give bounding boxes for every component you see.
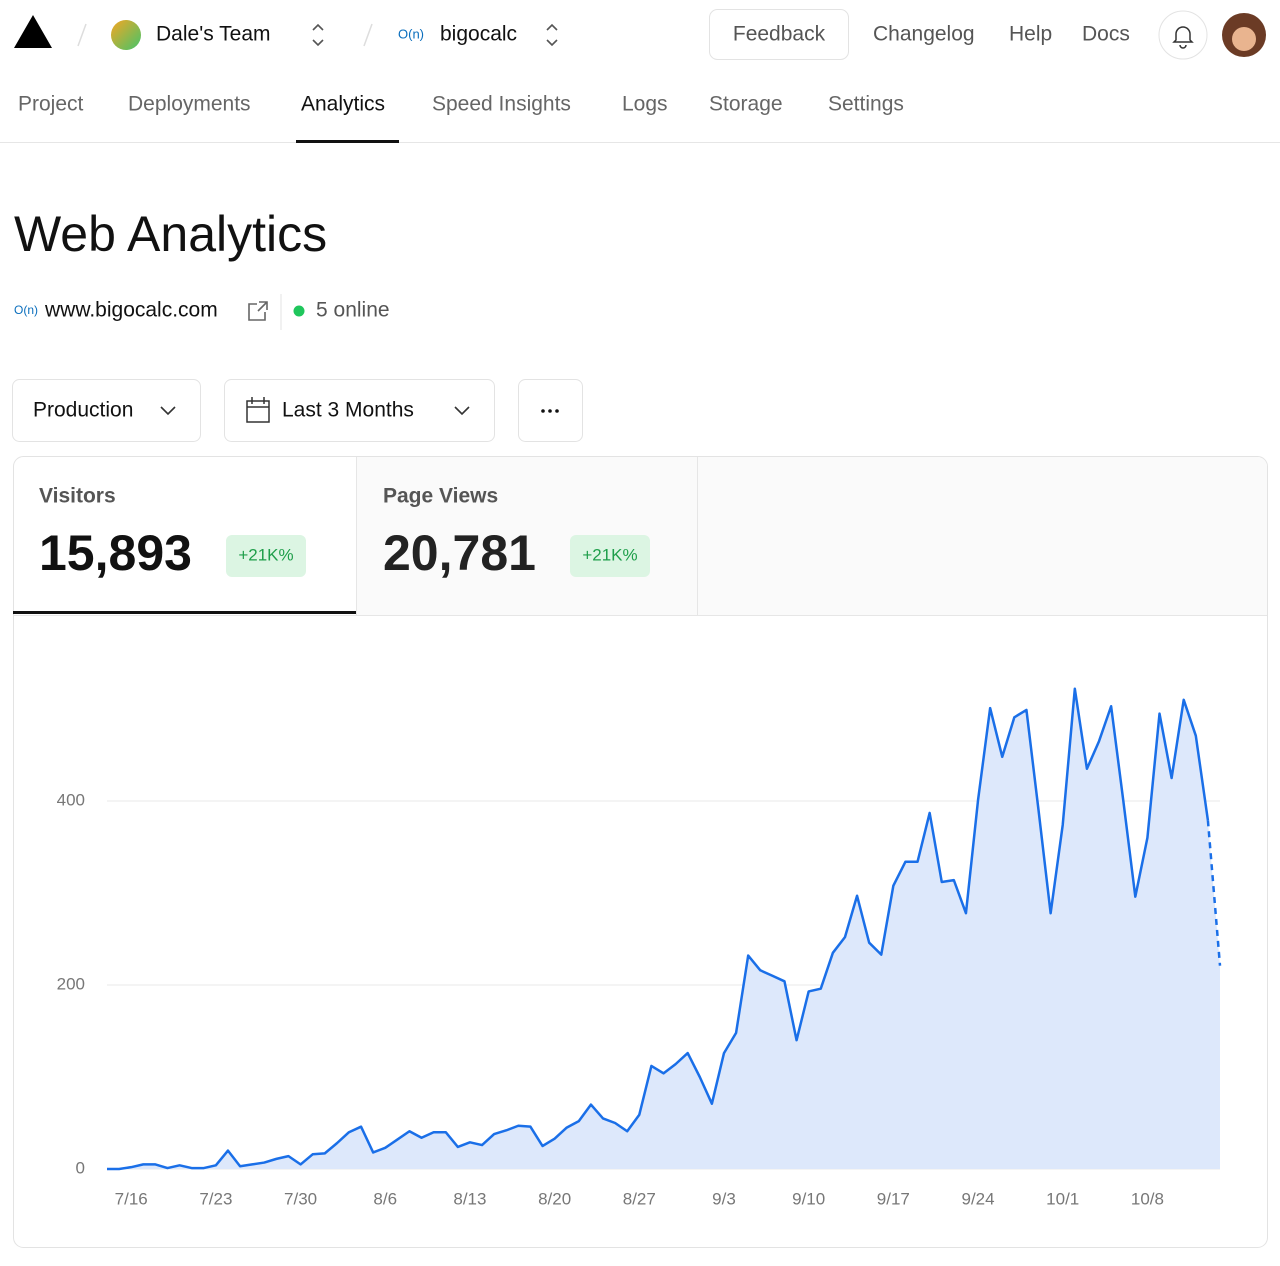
tab[interactable]: Project (18, 93, 84, 116)
metric-value: 15,893 (39, 525, 192, 581)
x-tick-label: 8/13 (453, 1189, 486, 1208)
bell-icon (1172, 26, 1194, 49)
nav-link[interactable]: Changelog (873, 23, 975, 46)
chevron (160, 406, 176, 416)
x-tick-label: 8/6 (373, 1189, 397, 1208)
metric-value: 20,781 (383, 525, 536, 581)
chart: 0 200 400 7/16 7/23 7/30 8/6 8/13 8/20 8/27 9/3 9/1… (57, 687, 1222, 1208)
team-switcher[interactable] (312, 23, 324, 47)
project-logo: O(n) (398, 26, 424, 41)
site-link[interactable]: www.bigocalc.com (44, 299, 218, 322)
feedback-button[interactable] (709, 9, 849, 60)
y-tick-label: 200 (57, 974, 85, 993)
project-switcher[interactable] (546, 23, 558, 47)
page-title: Web Analytics (14, 206, 327, 262)
separator (77, 23, 87, 47)
x-tick-label: 7/30 (284, 1189, 317, 1208)
metric-tab-indicator (13, 611, 356, 614)
x-tick-label: 8/20 (538, 1189, 571, 1208)
team-name[interactable]: Dale's Team (156, 23, 271, 46)
more-icon (541, 409, 559, 413)
calendar-icon (246, 397, 270, 423)
metric-change: +21K% (238, 545, 293, 564)
change-badge (226, 535, 306, 577)
x-tick-label: 7/16 (115, 1189, 148, 1208)
nav-link[interactable]: Help (1009, 23, 1052, 46)
tab[interactable]: Settings (828, 93, 904, 116)
site-logo: O(n) (14, 303, 38, 317)
online-dot (293, 305, 305, 317)
x-tick-label: 8/27 (623, 1189, 656, 1208)
feedback-label[interactable]: Feedback (733, 23, 826, 46)
metric-change: +21K% (582, 545, 637, 564)
y-tick-label: 400 (57, 790, 85, 809)
x-tick-label: 9/24 (961, 1189, 994, 1208)
separator (363, 23, 373, 47)
environment-label[interactable]: Production (33, 399, 133, 422)
range-label[interactable]: Last 3 Months (282, 399, 414, 422)
external-link-icon (248, 301, 268, 321)
x-tick-label: 9/3 (712, 1189, 736, 1208)
change-badge (570, 535, 650, 577)
chevron (454, 406, 470, 416)
metric-label[interactable]: Page Views (383, 485, 498, 508)
vercel-logo[interactable] (14, 15, 52, 48)
metric-label[interactable]: Visitors (39, 485, 116, 508)
line-partial (1206, 820, 1222, 966)
tab[interactable]: Deployments (128, 93, 251, 116)
team-avatar[interactable] (111, 20, 141, 50)
x-tick-label: 9/17 (877, 1189, 910, 1208)
avatar-face (1232, 27, 1256, 51)
x-tick-label: 10/8 (1131, 1189, 1164, 1208)
tab[interactable]: Logs (622, 93, 668, 116)
project-name[interactable]: bigocalc (440, 23, 517, 46)
online-count: 5 online (316, 299, 390, 322)
x-tick-label: 10/1 (1046, 1189, 1079, 1208)
nav-link[interactable]: Docs (1082, 23, 1130, 46)
notifications-button[interactable] (1158, 10, 1208, 60)
range-select[interactable] (224, 379, 495, 442)
area-fill (107, 688, 1220, 1169)
tab-indicator (296, 140, 399, 143)
x-tick-label: 7/23 (199, 1189, 232, 1208)
y-tick-label: 0 (76, 1158, 85, 1177)
tab[interactable]: Storage (709, 93, 783, 116)
tab[interactable]: Speed Insights (432, 93, 571, 116)
tab-active[interactable]: Analytics (301, 93, 385, 116)
line (107, 687, 1210, 1171)
x-tick-label: 9/10 (792, 1189, 825, 1208)
environment-select[interactable] (12, 379, 201, 442)
